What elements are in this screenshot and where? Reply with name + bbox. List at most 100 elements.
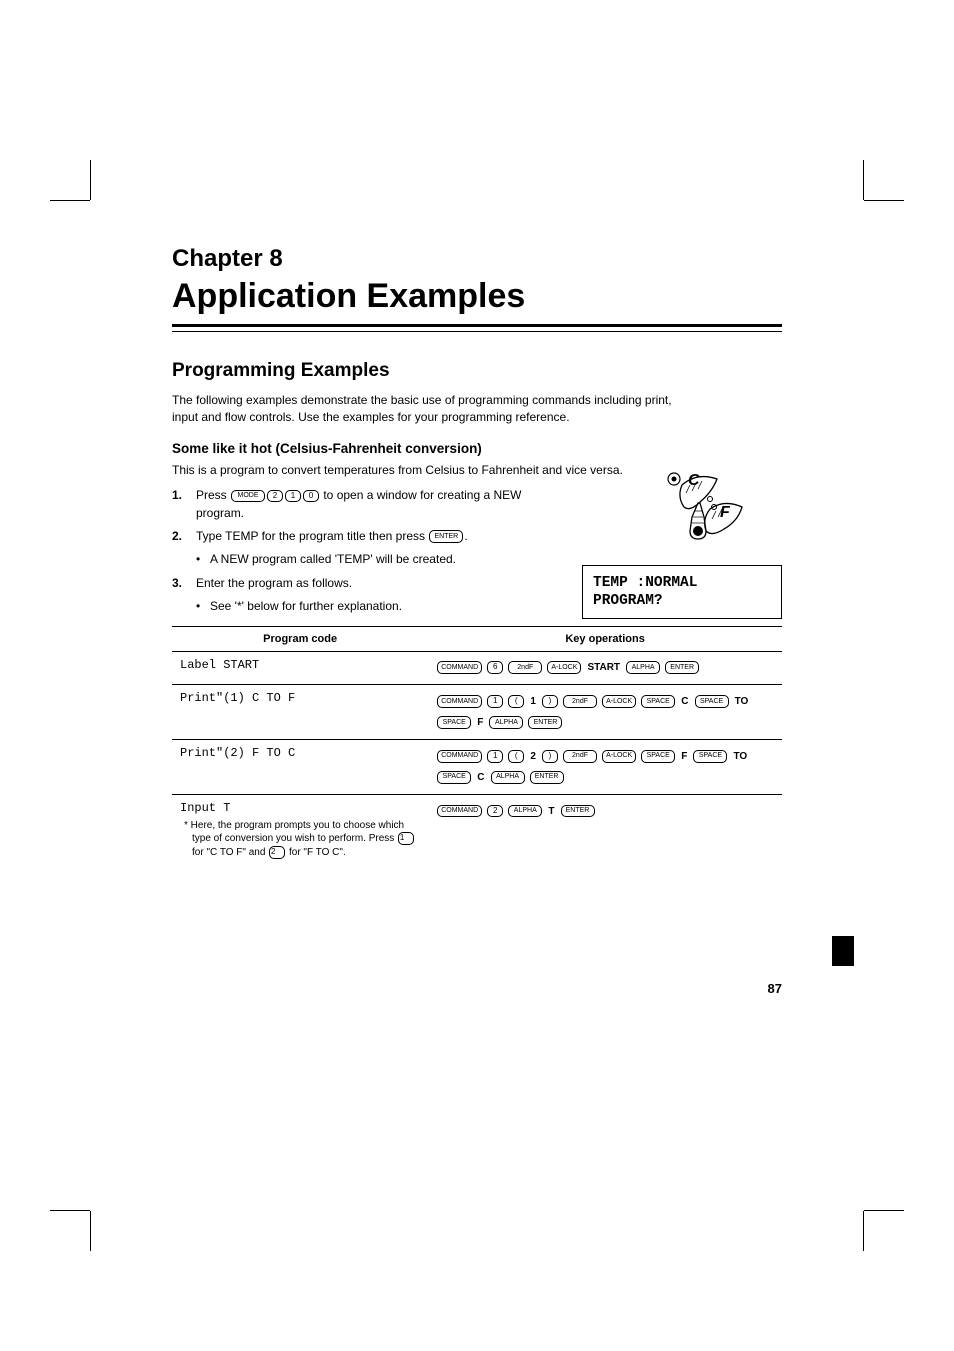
key-space: SPACE	[641, 695, 675, 708]
subsection-paragraph: This is a program to convert temperature…	[172, 462, 652, 479]
typed-text: C	[477, 772, 484, 783]
key-space: SPACE	[437, 716, 471, 729]
key-command: COMMAND	[437, 750, 482, 763]
step-body: Press MODE210 to open a window for creat…	[196, 487, 532, 522]
table-header: Program code	[172, 626, 428, 651]
key-alock: A-LOCK	[602, 750, 636, 763]
key-paren-close: )	[542, 695, 558, 708]
step-2-bullet: • A NEW program called 'TEMP' will be cr…	[172, 551, 532, 568]
svg-text:C: C	[688, 472, 700, 489]
key-space: SPACE	[437, 771, 471, 784]
key-alpha: ALPHA	[489, 716, 523, 729]
key-operations: COMMAND 6 2ndF A-LOCK START ALPHA ENTER	[428, 651, 782, 685]
key-operations: COMMAND 2 ALPHA T ENTER	[428, 794, 782, 865]
key-1: 1	[487, 695, 503, 708]
thermometer-icon: C F	[662, 467, 752, 547]
crop-mark	[90, 160, 91, 200]
key-alock: A-LOCK	[547, 661, 581, 674]
typed-text: TO	[735, 696, 749, 707]
table-row: Label START COMMAND 6 2ndF A-LOCK START …	[172, 651, 782, 685]
key-space: SPACE	[693, 750, 727, 763]
key-command: COMMAND	[437, 661, 482, 674]
key-2ndf: 2ndF	[563, 750, 597, 763]
key-enter: ENTER	[530, 771, 564, 784]
typed-text: T	[548, 806, 554, 817]
typed-text: 1	[530, 696, 536, 707]
key-command: COMMAND	[437, 805, 482, 818]
display-line-2: PROGRAM?	[593, 592, 771, 610]
step-3-bullet: • See '*' below for further explanation.	[172, 598, 532, 615]
key-6: 6	[487, 661, 503, 674]
program-code: Input T	[180, 801, 230, 815]
step-number: 2.	[172, 528, 196, 545]
svg-text:F: F	[720, 504, 731, 521]
program-code: Print"(1) C TO F	[180, 691, 295, 705]
typed-text: F	[477, 717, 483, 728]
key-2: 2	[487, 805, 503, 818]
key-1: 1	[398, 832, 414, 845]
key-operations: COMMAND 1 ( 2 ) 2ndF A-LOCK SPACE F SPAC…	[428, 740, 782, 795]
display-line-1: TEMP :NORMAL	[593, 574, 771, 592]
step-body: Type TEMP for the program title then pre…	[196, 528, 532, 545]
program-code: Print"(2) F TO C	[180, 746, 295, 760]
key-command: COMMAND	[437, 695, 482, 708]
typed-text: 2	[530, 751, 536, 762]
key-1: 1	[487, 750, 503, 763]
step-text: Enter the program as follows.	[196, 575, 532, 592]
crop-mark	[50, 1210, 90, 1211]
key-space: SPACE	[641, 750, 675, 763]
typed-text: C	[681, 696, 688, 707]
key-1: 1	[285, 490, 301, 503]
tab-marker	[832, 936, 854, 966]
step-1: 1. Press MODE210 to open a window for cr…	[172, 487, 532, 522]
table-row: Print"(1) C TO F COMMAND 1 ( 1 ) 2ndF A-…	[172, 685, 782, 740]
bullet-dot: •	[196, 598, 210, 615]
footnote: * Here, the program prompts you to choos…	[180, 819, 420, 860]
step-3: 3. Enter the program as follows.	[172, 575, 532, 592]
key-enter: ENTER	[561, 805, 595, 818]
calculator-display: TEMP :NORMAL PROGRAM?	[582, 565, 782, 619]
key-alock: A-LOCK	[602, 695, 636, 708]
table-header: Key operations	[428, 626, 782, 651]
bullet-text: A NEW program called 'TEMP' will be crea…	[210, 551, 456, 568]
bullet-text: See '*' below for further explanation.	[210, 598, 402, 615]
key-enter: ENTER	[665, 661, 699, 674]
page-number: 87	[768, 981, 782, 996]
bullet-dot: •	[196, 551, 210, 568]
note-text: for "F TO C".	[286, 847, 346, 858]
crop-mark	[863, 160, 864, 200]
crop-mark	[90, 1211, 91, 1251]
key-paren-open: (	[508, 750, 524, 763]
key-2: 2	[269, 846, 285, 859]
note-text: for "C TO F" and	[192, 847, 268, 858]
key-alpha: ALPHA	[508, 805, 542, 818]
note-text: * Here, the program prompts you to choos…	[184, 820, 404, 845]
key-paren-open: (	[508, 695, 524, 708]
chapter-label: Chapter 8	[172, 245, 782, 273]
crop-mark	[50, 200, 90, 201]
key-0: 0	[303, 490, 319, 503]
key-operations: COMMAND 1 ( 1 ) 2ndF A-LOCK SPACE C SPAC…	[428, 685, 782, 740]
step-number: 3.	[172, 575, 196, 592]
crop-mark	[864, 1210, 904, 1211]
divider	[172, 331, 782, 332]
typed-text: TO	[734, 751, 748, 762]
key-2: 2	[267, 490, 283, 503]
key-space: SPACE	[695, 695, 729, 708]
step-2: 2. Type TEMP for the program title then …	[172, 528, 532, 545]
key-alpha: ALPHA	[491, 771, 525, 784]
typed-text: F	[681, 751, 687, 762]
table-row: Input T * Here, the program prompts you …	[172, 794, 782, 865]
crop-mark	[864, 200, 904, 201]
typed-text: START	[587, 662, 620, 673]
key-alpha: ALPHA	[626, 661, 660, 674]
key-enter: ENTER	[429, 530, 463, 543]
program-code: Label START	[180, 658, 259, 672]
key-mode: MODE	[231, 490, 265, 503]
key-2ndf: 2ndF	[563, 695, 597, 708]
step-text: .	[464, 529, 467, 543]
divider	[172, 324, 782, 327]
crop-mark	[863, 1211, 864, 1251]
subsection-title: Some like it hot (Celsius-Fahrenheit con…	[172, 441, 782, 456]
section-title: Programming Examples	[172, 360, 782, 382]
